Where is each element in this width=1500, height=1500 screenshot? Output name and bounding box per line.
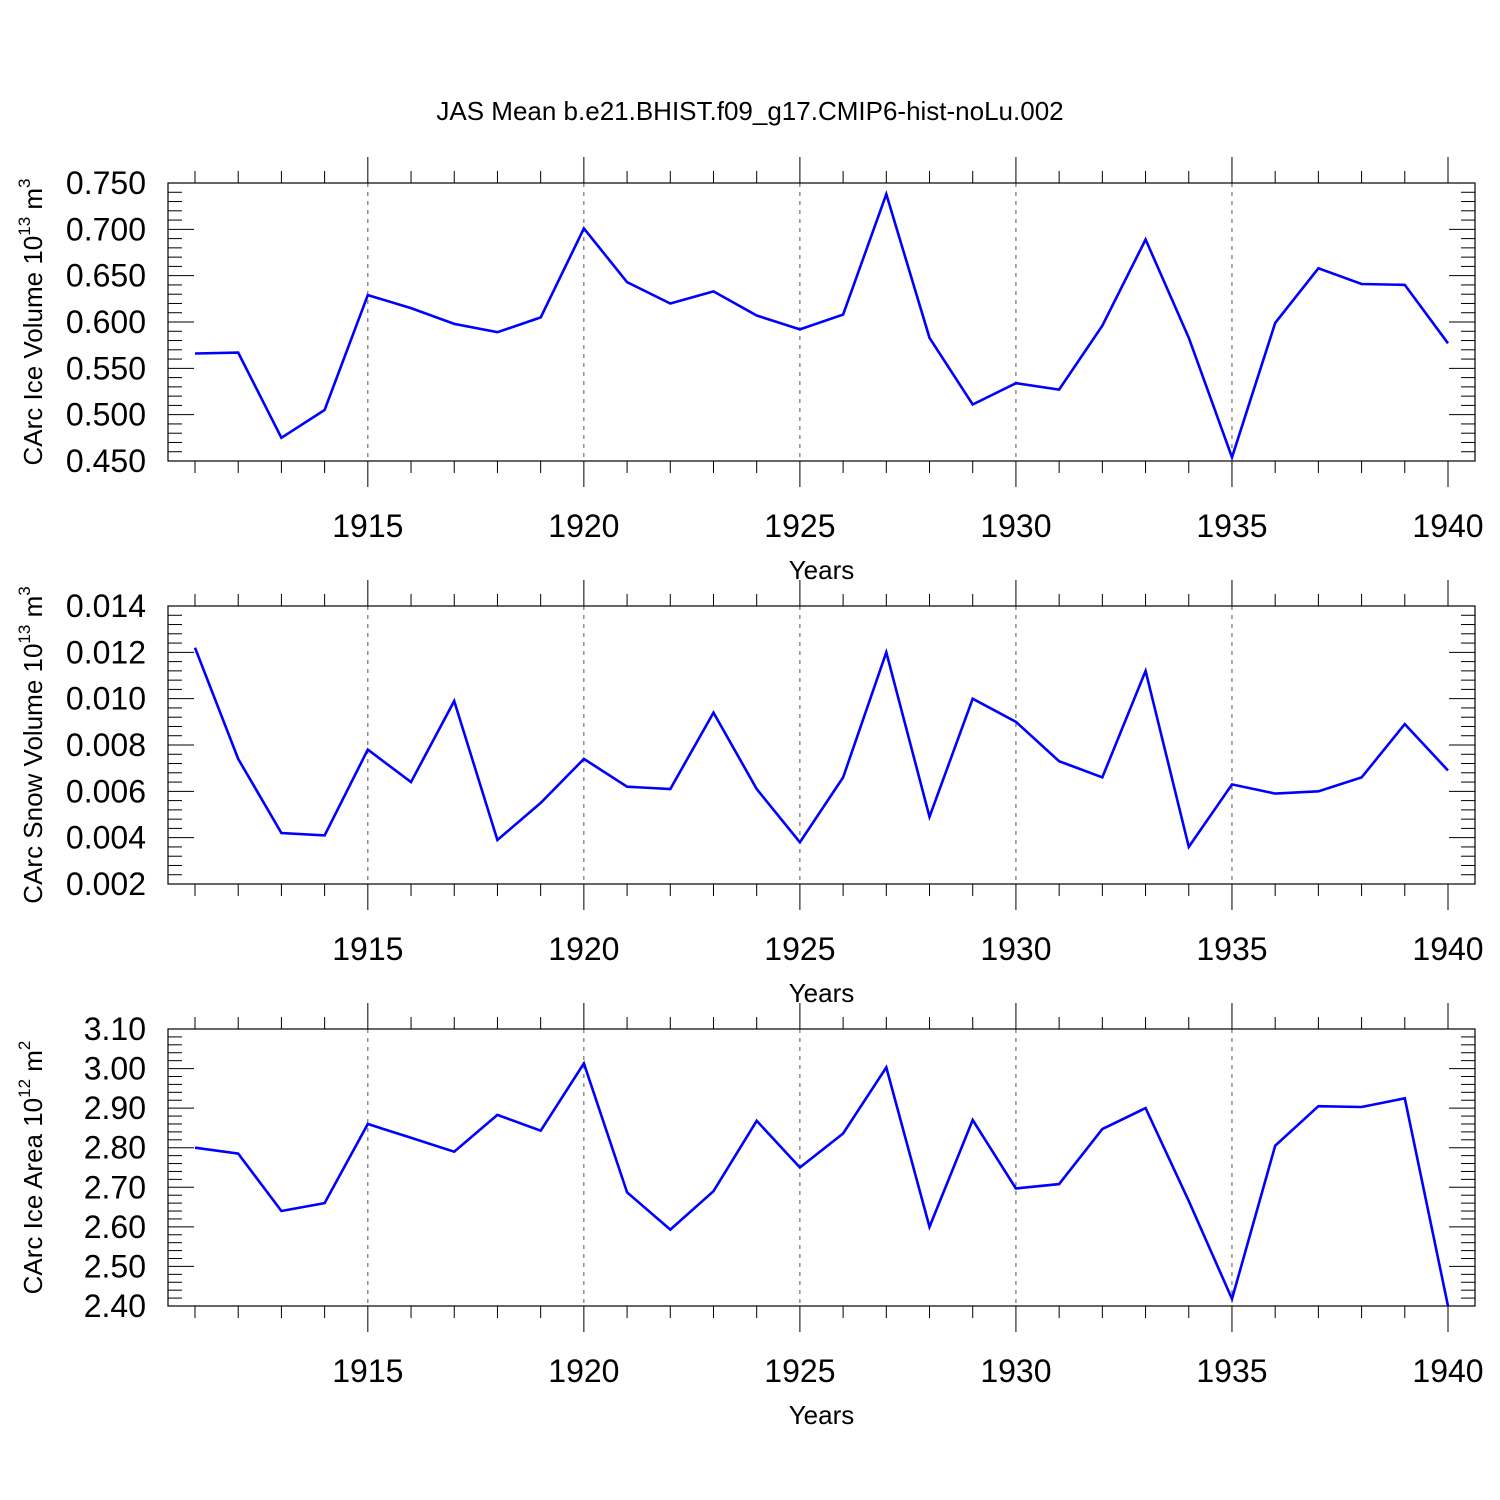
chart-panel-1: 0.450 0.500 0.550 0.600 0.650 0.700 0.750 1915 1…	[15, 157, 1484, 585]
series-line	[193, 647, 1449, 851]
x-tick-label: 1930	[980, 1353, 1051, 1389]
x-tick-label: 1930	[980, 508, 1051, 544]
y-tick-label: 0.450	[66, 443, 146, 479]
series-line	[194, 189, 1450, 462]
x-tick-label: 1920	[548, 931, 619, 967]
y-tick-label: 0.600	[66, 304, 146, 340]
x-axis-label: Years	[789, 1400, 855, 1430]
y-tick-label: 0.006	[66, 773, 146, 809]
x-tick-label: 1935	[1196, 508, 1267, 544]
y-tick-label: 0.650	[66, 258, 146, 294]
y-tick-label: 2.40	[84, 1288, 146, 1324]
y-tick-label: 0.010	[66, 681, 146, 717]
y-tick-label: 3.00	[84, 1051, 146, 1087]
y-tick-label: 2.60	[84, 1209, 146, 1245]
x-tick-label: 1915	[332, 508, 403, 544]
chart-title: JAS Mean b.e21.BHIST.f09_g17.CMIP6-hist-…	[436, 96, 1063, 126]
x-tick-label: 1915	[332, 1353, 403, 1389]
x-tick-label: 1935	[1196, 1353, 1267, 1389]
x-tick-label: 1925	[764, 508, 835, 544]
chart-panel-2: 0.002 0.004 0.006 0.008 0.010 0.012 0.014 1915 1…	[15, 580, 1484, 1008]
x-tick-label: 1920	[548, 508, 619, 544]
x-tick-label: 1940	[1412, 931, 1483, 967]
y-tick-label: 0.014	[66, 588, 146, 624]
y-axis-label: CArc Ice Volume 1013 m3	[15, 178, 48, 465]
y-axis-label: CArc Ice Area 1012 m2	[15, 1041, 48, 1295]
x-tick-label: 1940	[1412, 1353, 1483, 1389]
y-tick-label: 2.70	[84, 1169, 146, 1205]
y-tick-label: 0.500	[66, 397, 146, 433]
x-axis-label: Years	[789, 555, 855, 585]
x-tick-label: 1930	[980, 931, 1051, 967]
y-tick-label: 3.10	[84, 1011, 146, 1047]
x-tick-label: 1925	[764, 1353, 835, 1389]
y-tick-label: 0.004	[66, 820, 146, 856]
y-tick-label: 2.90	[84, 1090, 146, 1126]
chart-panel-3: 2.40 2.502.60 2.702.80 2.903.00 3.10 1915 1920…	[15, 1003, 1484, 1430]
y-tick-label: 0.002	[66, 866, 146, 902]
y-tick-label: 0.008	[66, 727, 146, 763]
x-tick-label: 1940	[1412, 508, 1483, 544]
y-tick-label: 0.012	[66, 634, 146, 670]
y-tick-label: 0.550	[66, 350, 146, 386]
x-tick-label: 1920	[548, 1353, 619, 1389]
y-axis-label: CArc Snow Volume 1013 m3	[15, 586, 48, 903]
y-tick-label: 0.750	[66, 165, 146, 201]
y-tick-label: 2.80	[84, 1130, 146, 1166]
plot-frame	[167, 1028, 1476, 1307]
x-axis-label: Years	[789, 978, 855, 1008]
x-tick-label: 1935	[1196, 931, 1267, 967]
x-tick-label: 1915	[332, 931, 403, 967]
x-tick-label: 1925	[764, 931, 835, 967]
y-tick-label: 2.50	[84, 1248, 146, 1284]
chart-panels: 0.450 0.500 0.550 0.600 0.650 0.700 0.750 1915 1…	[15, 157, 1484, 1430]
series-line	[194, 1060, 1450, 1307]
y-tick-label: 0.700	[66, 211, 146, 247]
